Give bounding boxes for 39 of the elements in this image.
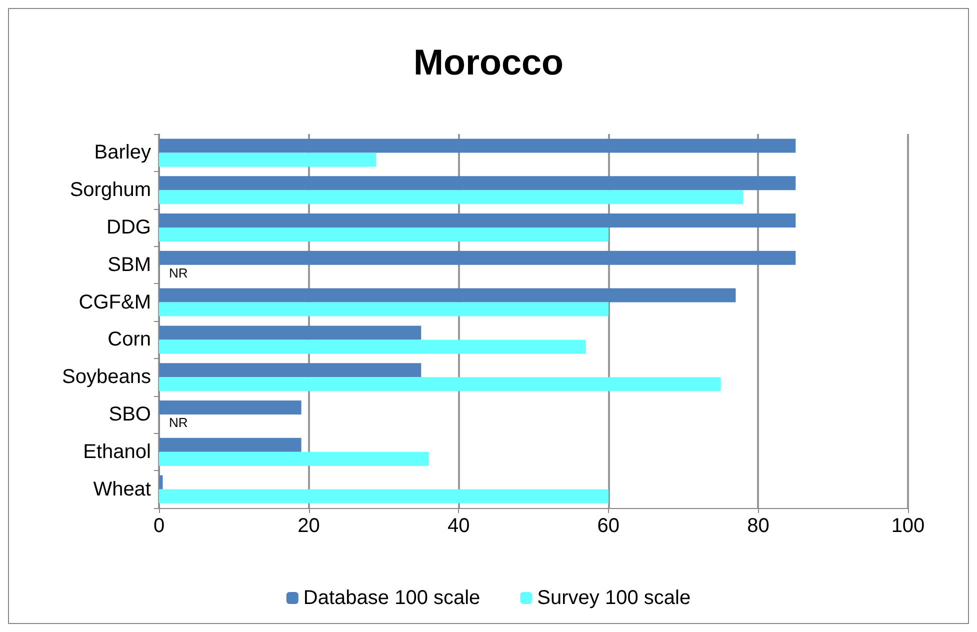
annotation: NR [169, 415, 188, 430]
x-tick-label: 60 [597, 515, 620, 537]
bar [159, 176, 796, 190]
bar [159, 326, 422, 340]
bar [159, 489, 608, 504]
y-tick-label: Ethanol [83, 440, 151, 463]
bar [159, 400, 302, 414]
y-tick-label: SBM [108, 254, 151, 276]
annotation: NR [169, 265, 188, 280]
x-tick-label: 40 [447, 515, 470, 537]
legend-label: Survey 100 scale [537, 587, 691, 609]
bar [159, 302, 608, 316]
bar [159, 438, 302, 452]
x-tick-label: 0 [153, 515, 165, 537]
y-tick-label: Wheat [93, 478, 152, 500]
bar [159, 340, 586, 354]
bar [159, 363, 422, 378]
bar [159, 190, 744, 204]
x-tick-label: 80 [747, 515, 770, 537]
bar [159, 228, 608, 242]
bar [159, 152, 376, 167]
x-tick-label: 100 [891, 515, 925, 537]
y-tick-label: SBO [108, 404, 151, 426]
x-tick-label: 20 [298, 515, 320, 537]
bar [159, 452, 429, 466]
bar [159, 288, 736, 302]
y-tick-label: DDG [106, 216, 151, 238]
chart-title: Morocco [413, 42, 564, 82]
y-tick-label: Corn [108, 328, 151, 351]
y-tick-label: Sorghum [70, 179, 151, 202]
bar [159, 138, 796, 153]
y-tick-label: CGF&M [78, 291, 151, 314]
y-tick-label: Barley [94, 142, 151, 164]
legend-label: Database 100 scale [303, 587, 480, 609]
y-tick-label: Soybeans [62, 366, 151, 388]
bar [159, 214, 796, 228]
bar [159, 250, 796, 265]
bar [159, 377, 721, 392]
bar [159, 475, 163, 490]
